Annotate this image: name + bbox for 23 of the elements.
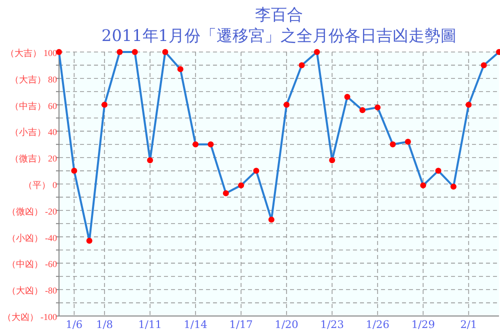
x-tick-label: 1/26 <box>366 319 390 330</box>
y-tick-label: （小吉） 40 <box>10 127 58 138</box>
x-tick-label: 1/20 <box>274 319 298 330</box>
y-tick-label: （大凶） -80 <box>6 286 58 296</box>
y-tick-label: （微凶） -20 <box>6 206 58 216</box>
x-tick-label: 1/8 <box>96 319 113 330</box>
y-tick-label: （小凶） -40 <box>6 232 58 243</box>
x-tick-label: 1/17 <box>229 319 253 330</box>
x-tick-label: 1/11 <box>138 319 162 330</box>
chart-title: 李百合 <box>255 5 303 24</box>
x-tick-label: 1/29 <box>411 319 435 330</box>
x-tick-label: 1/6 <box>66 319 83 330</box>
y-tick-label: （平） 0 <box>23 180 58 190</box>
x-tick-label: 2/1 <box>460 319 478 330</box>
y-tick-label: （大吉） 100 <box>5 48 58 58</box>
x-tick-label: 1/23 <box>320 319 344 330</box>
y-tick-label: （大凶） -100 <box>2 312 58 322</box>
y-tick-label: （微吉） 20 <box>10 154 58 164</box>
x-tick-label: 1/14 <box>184 319 208 330</box>
y-tick-label: （中吉） 60 <box>10 100 58 111</box>
y-tick-label: （大吉） 80 <box>10 74 58 84</box>
y-tick-label: （中凶） -60 <box>6 259 58 270</box>
chart-subtitle: 2011年1月份「遷移宮」之全月份各日吉凶走勢圖 <box>102 26 456 45</box>
